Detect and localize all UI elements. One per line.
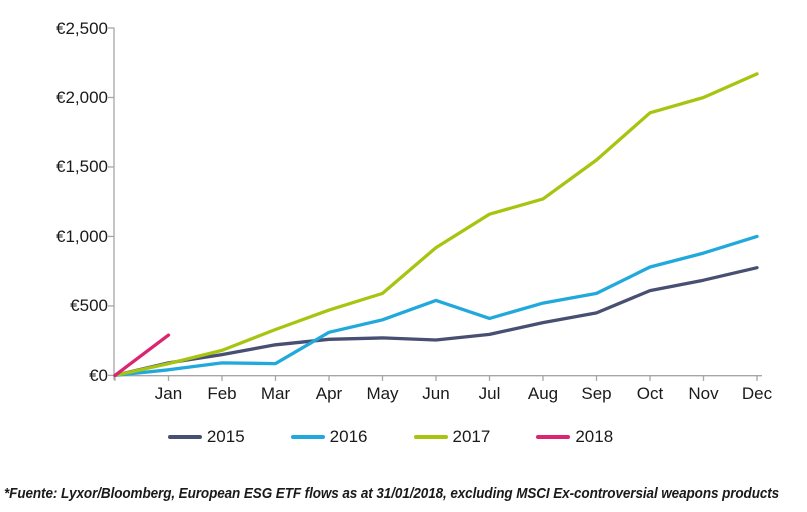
x-axis-tick-label-mar: Mar [260, 384, 291, 403]
legend-label-2016: 2016 [329, 427, 368, 446]
legend-label-2018: 2018 [575, 427, 614, 446]
x-axis-tick-label-apr: Apr [315, 384, 343, 403]
y-axis-tick-label: €1,000 [56, 226, 108, 246]
x-axis-tick-label-nov: Nov [688, 384, 719, 403]
legend-label-2017: 2017 [452, 427, 491, 446]
y-axis-tick-label: €2,500 [56, 18, 108, 38]
legend-item-2015: 2015 [167, 427, 245, 447]
x-axis-tick-label-jul: Jul [478, 384, 501, 403]
y-axis-tick-label: €2,000 [56, 87, 108, 107]
series-line-2015 [113, 266, 759, 378]
legend-item-2017: 2017 [413, 427, 491, 447]
legend-swatch-2015 [167, 435, 202, 439]
series-line-2018 [113, 333, 171, 378]
y-axis-tick-label: €1,500 [56, 157, 108, 177]
x-axis-tick-label-aug: Aug [527, 384, 559, 403]
x-axis-tick-label-may: May [366, 384, 399, 403]
x-axis-tick-label-dec: Dec [741, 384, 773, 403]
series-line-2017 [113, 72, 759, 378]
x-axis-tick-label-jan: Jan [154, 384, 183, 403]
x-axis-tick-label-sep: Sep [581, 384, 612, 403]
chart-legend: 2015 2016 2017 2018 [0, 427, 794, 447]
legend-item-2016: 2016 [290, 427, 368, 447]
legend-swatch-2018 [536, 435, 571, 439]
legend-item-2018: 2018 [536, 427, 613, 447]
y-axis-tick-label: €0 [89, 365, 108, 385]
line-chart-plot [108, 27, 762, 381]
series-line-2016 [113, 234, 759, 378]
legend-swatch-2016 [290, 435, 325, 439]
legend-label-2015: 2015 [206, 427, 245, 446]
legend-swatch-2017 [413, 435, 448, 439]
x-axis-tick-label-feb: Feb [207, 384, 237, 403]
source-footnote: *Fuente: Lyxor/Bloomberg, European ESG E… [4, 485, 780, 502]
y-axis-tick-label: €500 [70, 296, 108, 316]
x-axis-tick-label-oct: Oct [636, 384, 664, 403]
x-axis-tick-label-jun: Jun [422, 384, 450, 403]
